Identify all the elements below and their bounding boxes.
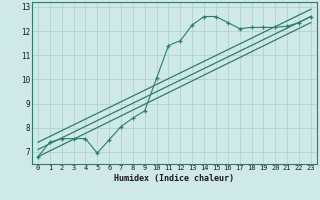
X-axis label: Humidex (Indice chaleur): Humidex (Indice chaleur) [115, 174, 234, 183]
